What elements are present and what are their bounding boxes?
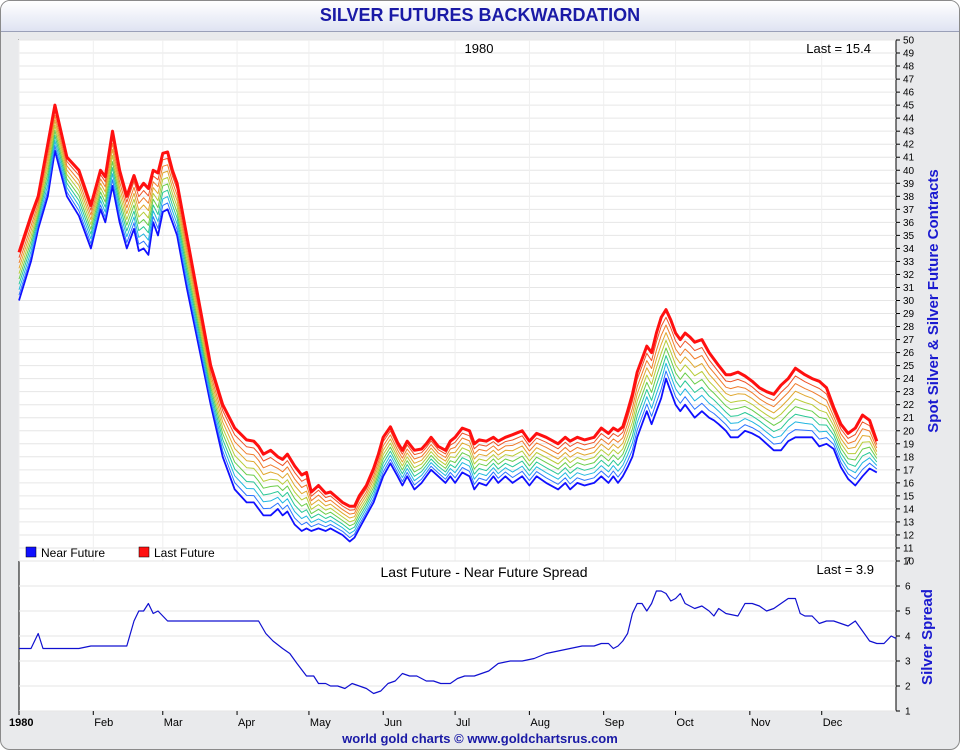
x-month-tick-label: Oct xyxy=(677,717,694,729)
spread-line xyxy=(19,590,897,695)
main-y-tick-label: 28 xyxy=(903,322,915,333)
last-future-line xyxy=(17,103,879,508)
main-y-tick-label: 21 xyxy=(903,413,915,424)
main-y-tick-label: 47 xyxy=(903,75,915,86)
spread-y-tick-label: 1 xyxy=(905,707,911,718)
legend-label-last-future: Last Future xyxy=(154,546,215,560)
title-bar: SILVER FUTURES BACKWARDATION xyxy=(1,1,959,32)
future-contract-line xyxy=(18,145,878,539)
spread-title: Last Future - Near Future Spread xyxy=(381,564,588,580)
main-series-group xyxy=(17,103,879,543)
legend-swatch-last-future xyxy=(138,546,150,558)
main-y-tick-label: 36 xyxy=(903,218,915,229)
future-contract-line xyxy=(18,114,878,515)
future-contract-line xyxy=(18,109,878,511)
main-y-tick-label: 25 xyxy=(903,361,915,372)
legend: Near Future Last Future xyxy=(25,546,215,560)
main-y-tick-label: 46 xyxy=(903,88,915,99)
main-y-tick-label: 42 xyxy=(903,140,915,151)
footer-credit: world gold charts © www.goldchartsrus.co… xyxy=(342,731,618,746)
legend-label-near-future: Near Future xyxy=(41,546,105,560)
spread-y-axis-title: Silver Spread xyxy=(919,589,936,685)
x-month-tick-label: Apr xyxy=(238,717,255,729)
future-contract-line xyxy=(18,135,878,531)
main-y-tick-label: 41 xyxy=(903,153,915,164)
future-contract-line xyxy=(18,140,878,535)
main-y-tick-label: 40 xyxy=(903,166,915,177)
main-y-tick-label: 13 xyxy=(903,517,915,528)
x-month-tick-labels: 1980 Feb Mar Apr May Jun Jul Aug Sep Oct Nov Dec xyxy=(9,711,843,729)
main-y-tick-label: 29 xyxy=(903,309,915,320)
main-y-tick-label: 27 xyxy=(903,335,915,346)
main-y-tick-label: 35 xyxy=(903,231,915,242)
legend-swatch-near-future xyxy=(25,546,37,558)
future-contract-line xyxy=(18,130,878,527)
future-contract-line xyxy=(18,119,878,519)
spread-y-tick-label: 3 xyxy=(905,657,911,668)
main-y-tick-label: 12 xyxy=(903,530,915,541)
main-y-tick-label: 32 xyxy=(903,270,915,281)
main-y-tick-label: 50 xyxy=(903,36,915,47)
main-y-tick-label: 11 xyxy=(903,543,914,554)
main-y-tick-label: 39 xyxy=(903,179,915,190)
main-y-tick-label: 16 xyxy=(903,478,915,489)
main-y-tick-label: 38 xyxy=(903,192,915,203)
spread-y-tick-label: 7 xyxy=(905,557,911,568)
main-y-tick-labels: 10 11 12 13 14 15 16 17 18 19 20 21 22 23 24 25 26 27 28 29… xyxy=(896,36,915,568)
main-y-tick-label: 19 xyxy=(903,439,915,450)
main-y-tick-label: 20 xyxy=(903,426,915,437)
main-y-tick-label: 30 xyxy=(903,296,915,307)
x-month-tick-label: Feb xyxy=(94,717,113,729)
x-month-tick-label: 1980 xyxy=(9,717,33,729)
spread-y-tick-label: 4 xyxy=(905,632,911,643)
main-y-tick-label: 33 xyxy=(903,257,915,268)
main-y-tick-label: 22 xyxy=(903,400,915,411)
x-month-tick-label: May xyxy=(310,717,331,729)
main-y-tick-label: 23 xyxy=(903,387,915,398)
main-y-tick-label: 24 xyxy=(903,374,915,385)
main-y-tick-label: 14 xyxy=(903,504,915,515)
main-y-tick-label: 26 xyxy=(903,348,915,359)
spread-gridlines xyxy=(19,560,896,712)
main-y-tick-label: 15 xyxy=(903,491,915,502)
spread-y-tick-labels: 1 2 3 4 5 6 7 xyxy=(896,557,911,718)
main-year-label: 1980 xyxy=(465,41,494,56)
main-y-tick-label: 34 xyxy=(903,244,915,255)
main-y-tick-label: 48 xyxy=(903,62,915,73)
main-y-tick-label: 45 xyxy=(903,101,915,112)
x-month-tick-label: Jun xyxy=(384,717,402,729)
near-future-line xyxy=(18,149,878,543)
spread-y-tick-label: 6 xyxy=(905,582,911,593)
main-y-axis-title: Spot Silver & Silver Future Contracts xyxy=(925,169,942,432)
main-y-tick-label: 49 xyxy=(903,49,915,60)
main-gridlines xyxy=(18,39,896,562)
spread-last-label: Last = 3.9 xyxy=(817,562,874,577)
main-y-tick-label: 18 xyxy=(903,452,915,463)
chart-title: SILVER FUTURES BACKWARDATION xyxy=(319,5,641,25)
main-y-tick-label: 31 xyxy=(903,283,915,294)
x-month-tick-label: Jul xyxy=(456,717,470,729)
x-month-tick-label: Mar xyxy=(164,717,183,729)
x-month-tick-label: Sep xyxy=(605,717,625,729)
spread-y-tick-label: 5 xyxy=(905,607,911,618)
x-month-tick-label: Nov xyxy=(751,717,771,729)
main-y-tick-label: 17 xyxy=(903,465,915,476)
main-y-tick-label: 37 xyxy=(903,205,915,216)
future-contract-line xyxy=(18,124,878,523)
main-last-label: Last = 15.4 xyxy=(806,41,871,56)
x-month-tick-label: Dec xyxy=(823,717,843,729)
main-y-tick-label: 10 xyxy=(903,557,915,568)
main-y-tick-label: 44 xyxy=(903,114,915,125)
spread-y-tick-label: 2 xyxy=(905,682,911,693)
x-month-tick-label: Aug xyxy=(530,717,550,729)
spread-series-group xyxy=(19,590,897,695)
main-y-tick-label: 43 xyxy=(903,127,915,138)
